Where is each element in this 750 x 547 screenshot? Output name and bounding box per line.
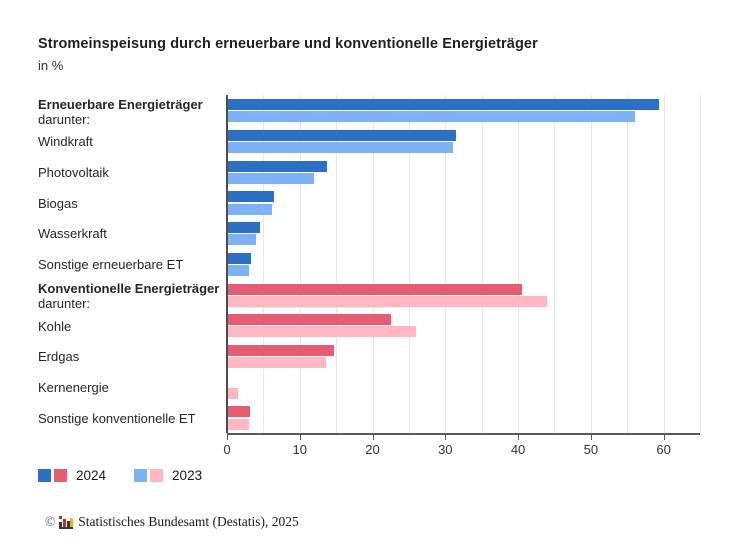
x-axis-tick-40 [518,435,520,440]
category-label-kernenergie: Kernenergie [38,380,109,396]
bar-2024-kohle [227,314,391,326]
gridline-50 [590,95,592,433]
legend-item-2023: 2023 [134,468,202,483]
x-axis-tick-10 [299,435,301,440]
bar-2024-erdgas [227,345,334,357]
gridline-20 [372,95,374,433]
bar-2024-sonstige-erneuerbare-et [227,252,251,264]
category-label-wasserkraft: Wasserkraft [38,226,107,242]
gridline-10 [299,95,301,433]
legend-swatch-conventional-2024 [54,469,67,482]
x-axis-tick-30 [445,435,447,440]
bar-2023-biogas [227,203,273,215]
gridline-15 [336,95,338,433]
x-axis-tick-label-10: 10 [292,442,307,457]
bar-2023-kohle [227,326,417,338]
category-label-kohle: Kohle [38,318,72,334]
bar-2024-wasserkraft [227,222,261,234]
bar-2023-sonstige-erneuerbare-et [227,265,249,277]
gridline-5 [263,95,265,433]
legend-swatch-conventional-2023 [150,469,164,482]
x-axis-tick-0 [227,435,228,440]
bar-2024-erneuerbare-energietr-ger [227,99,660,111]
category-label-erdgas: Erdgas [38,349,80,365]
bar-2024-konventionelle-energietr-ger [227,283,523,295]
group-subheader-text: darunter: [38,112,91,127]
group-header-text: Erneuerbare Energieträger [38,96,203,112]
bar-2023-photovoltaik [227,172,315,184]
x-axis-line [227,433,700,435]
bar-2024-biogas [227,191,274,203]
x-axis-tick-label-30: 30 [438,442,453,457]
category-label-konventionelle-energietr-ger: Konventionelle Energieträger darunter: [38,281,224,312]
category-label-erneuerbare-energietr-ger: Erneuerbare Energieträger darunter: [38,97,224,128]
category-label-windkraft: Windkraft [38,134,93,150]
group-subheader-text: darunter: [38,296,91,312]
bar-2023-erdgas [227,357,326,369]
x-axis-tick-50 [590,435,592,440]
bar-2023-konventionelle-energietr-ger [227,295,548,307]
x-axis-tick-label-0: 0 [223,442,231,457]
gridline-45 [554,95,556,433]
gridline-55 [627,95,629,433]
category-label-biogas: Biogas [38,195,78,211]
category-label-photovoltaik: Photovoltaik [38,164,109,180]
x-axis-tick-label-60: 60 [656,442,671,457]
category-label-sonstige-konventionelle-et: Sonstige konventionelle ET [38,410,196,426]
x-axis-tick-60 [663,435,665,440]
x-axis-tick-label-50: 50 [583,442,599,457]
destatis-logo-icon [59,515,74,529]
chart-unit-label: in % [38,58,64,73]
bar-2024-photovoltaik [227,160,328,172]
gridline-65 [700,95,701,433]
copyright-symbol: © [45,514,56,529]
bar-2024-sonstige-konventionelle-et [227,406,250,418]
bar-2023-kernenergie [227,387,238,399]
legend-swatch-renewable-2023 [134,469,148,482]
gridline-35 [481,95,483,433]
legend-item-2024: 2024 [38,468,106,483]
gridline-25 [408,95,410,433]
x-axis-tick-label-20: 20 [365,442,380,457]
gridline-30 [445,95,447,433]
bar-2023-windkraft [227,142,453,154]
bar-2024-windkraft [227,129,457,141]
legend-swatch-renewable-2024 [38,469,51,482]
chart-title: Stromeinspeisung durch erneuerbare und k… [38,36,538,52]
category-label-sonstige-erneuerbare-et: Sonstige erneuerbare ET [38,257,184,273]
legend-label-2023: 2023 [172,468,203,483]
bar-2023-wasserkraft [227,234,257,246]
x-axis-tick-20 [372,435,374,440]
bar-2023-sonstige-konventionelle-et [227,418,249,430]
copyright-text: Statistisches Bundesamt (Destatis), 2025 [78,514,299,529]
group-header-text: Konventionelle Energieträger [38,280,220,296]
gridline-40 [518,95,520,433]
legend-label-2024: 2024 [76,468,107,483]
chart-legend: 2024 2023 [38,468,202,483]
bar-2023-erneuerbare-energietr-ger [227,111,635,123]
zero-axis-line [225,95,228,433]
x-axis-tick-label-40: 40 [510,442,526,457]
gridline-60 [663,95,665,433]
copyright-line: © Statistisches Bundesamt (Destatis), 20… [45,514,299,530]
